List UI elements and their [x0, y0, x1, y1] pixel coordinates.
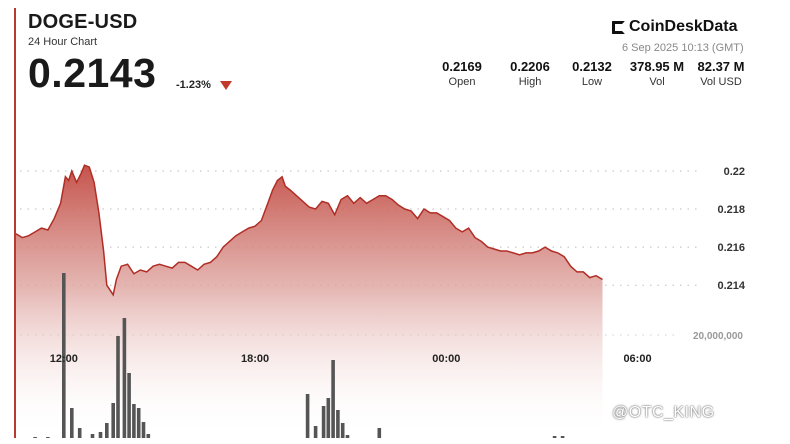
y-tick-label: 0.218	[717, 204, 745, 216]
y-tick-label: 0.214	[717, 280, 745, 292]
stat-label: Vol	[649, 76, 665, 88]
volume-bar	[127, 373, 131, 438]
volume-bar	[62, 273, 66, 438]
pair-title: DOGE-USD	[28, 11, 138, 33]
volume-bar	[98, 432, 103, 438]
stat-value: 0.2132	[572, 59, 612, 74]
volume-bar	[345, 435, 350, 438]
volume-bars	[33, 273, 565, 438]
stat-label: High	[518, 76, 542, 88]
coindesk-icon	[612, 20, 625, 34]
brand-logo: CoinDeskData	[612, 18, 737, 36]
stat-vol-usd: 82.37 M Vol USD	[689, 59, 753, 88]
x-tick-label: 18:00	[241, 353, 269, 365]
volume-scale-label: 20,000,000	[693, 331, 743, 342]
stat-low: 0.2132 Low	[560, 59, 624, 88]
volume-bar	[136, 408, 141, 438]
accent-rule	[14, 8, 16, 438]
down-arrow-icon	[220, 81, 232, 90]
stat-open: 0.2169 Open	[430, 59, 494, 88]
y-tick-labels: 0.22 0.218 0.216 0.214	[717, 166, 745, 292]
current-price: 0.2143	[28, 50, 157, 96]
x-tick-label: 12:00	[50, 353, 78, 365]
volume-bar	[33, 437, 37, 438]
stat-vol: 378.95 M Vol	[625, 59, 689, 88]
x-tick-labels: 12:00 18:00 00:00 06:00	[50, 353, 652, 365]
price-change: -1.23%	[176, 79, 211, 91]
volume-bar	[313, 426, 318, 438]
volume-bar	[331, 360, 335, 438]
stat-label: Vol USD	[700, 76, 742, 88]
volume-bar	[46, 437, 50, 438]
y-tick-label: 0.22	[724, 166, 745, 178]
volume-bar	[70, 408, 74, 438]
watermark: @OTC_KING	[612, 404, 715, 421]
volume-bar	[377, 428, 382, 438]
volume-bar	[326, 398, 331, 438]
chart-subtitle: 24 Hour Chart	[28, 36, 98, 48]
stats-row: 0.2169 Open 0.2206 High 0.2132 Low 378.9…	[430, 59, 760, 93]
brand-name: CoinDeskData	[629, 18, 738, 35]
stat-high: 0.2206 High	[498, 59, 562, 88]
volume-bar	[141, 422, 146, 438]
stat-value: 82.37 M	[697, 59, 745, 74]
volume-bar	[111, 403, 115, 438]
volume-bar	[105, 423, 109, 438]
stat-value: 378.95 M	[629, 59, 685, 74]
volume-bar	[340, 423, 345, 438]
volume-bar	[132, 404, 136, 438]
volume-bar	[321, 406, 326, 438]
stat-value: 0.2169	[442, 59, 482, 74]
y-tick-label: 0.216	[717, 242, 745, 254]
volume-bar	[305, 394, 310, 438]
volume-bar	[336, 410, 340, 438]
volume-bar	[116, 336, 120, 438]
stat-label: Open	[448, 76, 476, 88]
price-area	[16, 165, 603, 438]
volume-bar	[90, 434, 95, 438]
price-line	[15, 164, 603, 297]
volume-bar	[552, 436, 557, 438]
volume-bar	[77, 428, 82, 438]
stat-value: 0.2206	[510, 59, 550, 74]
stat-label: Low	[581, 76, 603, 88]
x-tick-label: 06:00	[623, 353, 651, 365]
volume-bar	[146, 434, 151, 438]
timestamp: 6 Sep 2025 10:13 (GMT)	[622, 42, 744, 54]
volume-bar	[560, 436, 565, 438]
x-tick-label: 00:00	[432, 353, 460, 365]
volume-bar	[122, 318, 127, 438]
